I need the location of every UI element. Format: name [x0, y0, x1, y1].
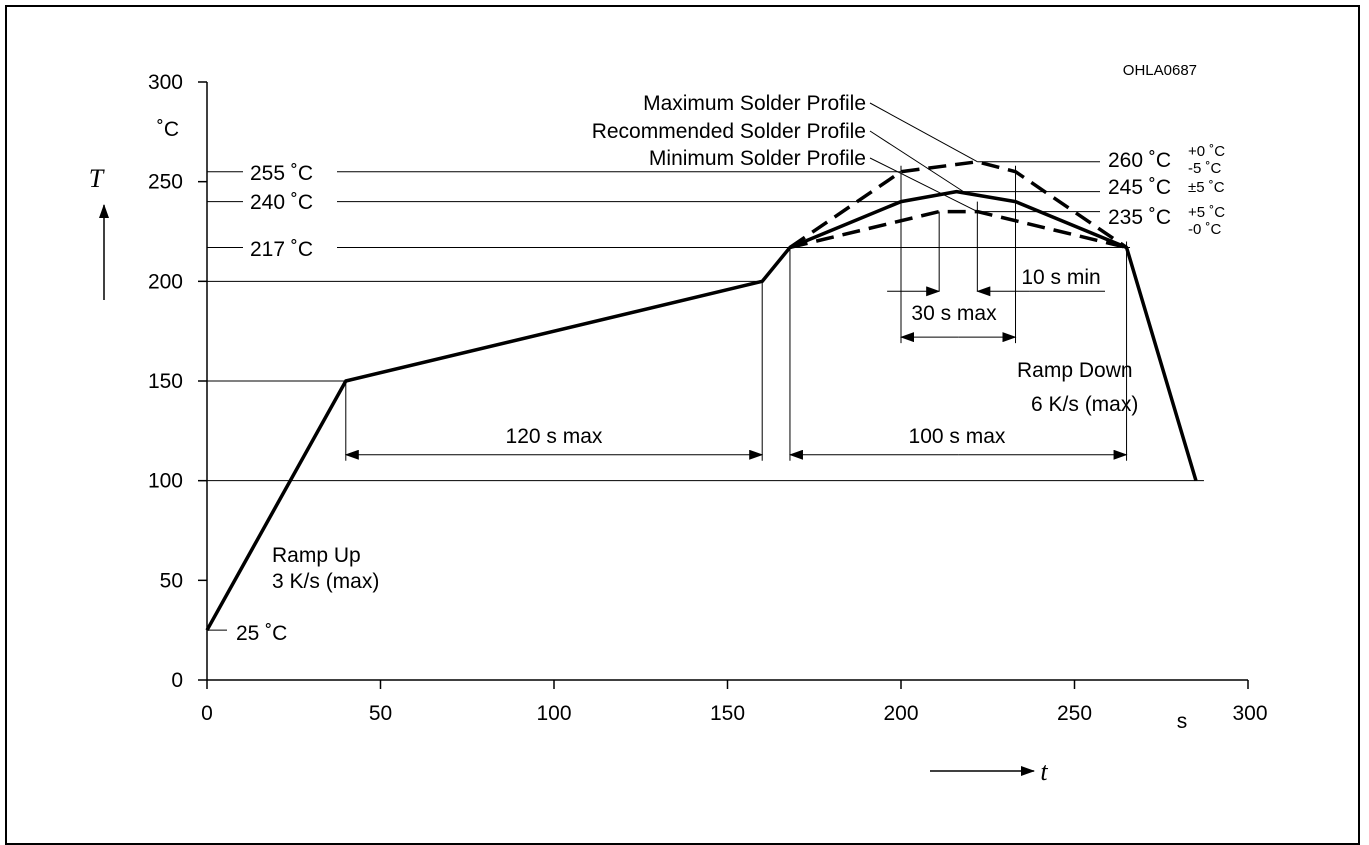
label-217c: 217 ˚C — [250, 238, 313, 261]
leader-min — [869, 157, 978, 213]
x-tick-label: 50 — [369, 702, 392, 725]
label-30s: 30 s max — [911, 302, 997, 325]
y-tick-label: 250 — [148, 171, 183, 194]
solder-profile-chart: 0 50 100 150 200 250 300 0 50 100 150 200 250 300 OHL… — [89, 62, 1268, 786]
tick-labels: 0 50 100 150 200 250 300 0 50 100 150 200 250 300 — [148, 71, 1268, 725]
y-axis-label: T — [89, 164, 105, 193]
leader-rec — [869, 130, 964, 193]
figure-code: OHLA0687 — [1123, 62, 1197, 79]
label-25c: 25 ˚C — [236, 622, 287, 645]
reference-lines — [207, 102, 1204, 631]
x-tick-label: 150 — [710, 702, 745, 725]
x-tick-label: 100 — [536, 702, 571, 725]
label-rec-profile: Recommended Solder Profile — [592, 120, 866, 143]
label-235c: 235 ˚C — [1108, 206, 1171, 229]
y-tick-label: 200 — [148, 270, 183, 293]
label-max-profile: Maximum Solder Profile — [643, 92, 866, 115]
label-ramp-down-rate: 6 K/s (max) — [1031, 393, 1138, 416]
label-120s: 120 s max — [506, 425, 603, 448]
figure-frame — [5, 5, 1360, 845]
x-tick-label: 200 — [883, 702, 918, 725]
label-260c-tol-minus: -5 ˚C — [1188, 160, 1222, 177]
label-245c-tol: ±5 ˚C — [1188, 179, 1225, 196]
label-10s: 10 s min — [1021, 266, 1100, 289]
series-layer — [205, 159, 1198, 632]
label-235c-tol-plus: +5 ˚C — [1188, 204, 1225, 221]
x-tick-label: 0 — [201, 702, 213, 725]
label-ramp-up: Ramp Up — [272, 544, 361, 567]
series-line-maximum-solder-profile — [788, 159, 1128, 249]
series-line-recommended-solder-profile — [205, 189, 1198, 632]
y-tick-label: 150 — [148, 370, 183, 393]
axes-layer — [198, 81, 1249, 689]
label-240c: 240 ˚C — [250, 191, 313, 214]
label-260c: 260 ˚C — [1108, 149, 1171, 172]
x-tick-label: 250 — [1057, 702, 1092, 725]
label-245c: 245 ˚C — [1108, 176, 1171, 199]
series-line-minimum-solder-profile — [789, 209, 1127, 250]
label-260c-tol-plus: +0 ˚C — [1188, 143, 1225, 160]
y-tick-label: 100 — [148, 470, 183, 493]
label-ramp-up-rate: 3 K/s (max) — [272, 570, 379, 593]
y-tick-label: 300 — [148, 71, 183, 94]
x-tick-label: 300 — [1232, 702, 1267, 725]
y-tick-label: 0 — [171, 669, 183, 692]
label-100s: 100 s max — [909, 425, 1006, 448]
label-255c: 255 ˚C — [250, 162, 313, 185]
x-unit-label: s — [1177, 710, 1188, 733]
y-tick-label: 50 — [160, 569, 183, 592]
label-235c-tol-minus: -0 ˚C — [1188, 221, 1222, 238]
dimension-lines — [344, 165, 1128, 461]
y-unit-label: ˚C — [157, 118, 179, 141]
label-min-profile: Minimum Solder Profile — [649, 147, 866, 170]
leader-max — [869, 102, 978, 163]
x-axis-label: t — [1040, 757, 1048, 786]
label-ramp-down: Ramp Down — [1017, 359, 1133, 382]
